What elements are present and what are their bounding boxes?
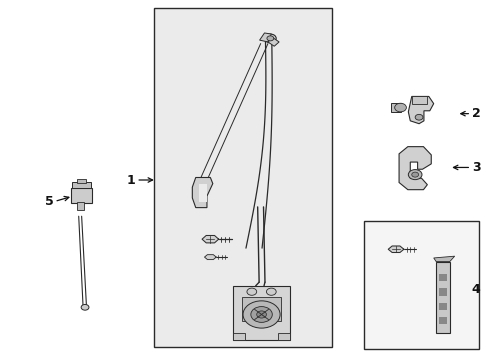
Bar [154,8,331,347]
Bar [233,333,245,339]
Polygon shape [241,297,281,321]
Bar [77,179,86,183]
Bar [435,262,449,333]
Circle shape [407,170,421,180]
Text: 2: 2 [471,107,480,120]
Circle shape [250,307,272,322]
Bar [77,202,84,210]
Bar [71,188,92,203]
Circle shape [246,288,256,295]
Polygon shape [259,33,271,42]
Bar [390,103,400,112]
Circle shape [81,305,89,310]
Text: 5: 5 [45,195,54,208]
Polygon shape [204,255,216,260]
Bar [438,303,447,310]
Circle shape [266,288,276,295]
Bar [438,274,447,281]
Circle shape [256,311,266,318]
Polygon shape [198,184,206,202]
Bar [411,96,427,104]
Bar [438,288,447,296]
Polygon shape [192,177,212,208]
Circle shape [414,114,422,120]
Circle shape [411,172,418,177]
Text: 4: 4 [471,283,480,296]
Circle shape [264,34,276,42]
Polygon shape [387,246,403,252]
Text: 3: 3 [471,161,479,174]
Circle shape [243,301,280,328]
Text: 1: 1 [127,174,136,186]
Bar [363,221,478,348]
Polygon shape [233,286,289,339]
Polygon shape [202,235,218,243]
Polygon shape [407,96,433,124]
Polygon shape [267,38,279,46]
Circle shape [394,103,406,112]
Polygon shape [433,256,454,262]
Bar [438,317,447,324]
Bar [277,333,289,339]
Polygon shape [398,147,430,190]
Circle shape [266,36,273,41]
Bar [72,182,91,188]
